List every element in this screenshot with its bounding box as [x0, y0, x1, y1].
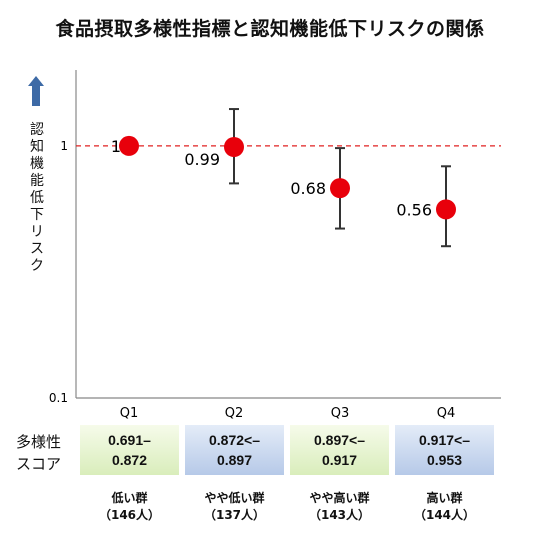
score-row-label-line1: 多様性 [16, 433, 62, 451]
score-range-q3: 0.897<– 0.917 [290, 425, 389, 475]
score-range-q2: 0.872<– 0.897 [185, 425, 284, 475]
x-tick-label-q4: Q4 [437, 406, 456, 420]
score-range-q1-to: 0.872 [111, 452, 148, 468]
score-range-q4-from: 0.917<– [419, 432, 470, 448]
group-name-q1: 低い群 [111, 491, 148, 505]
group-name-q4: 高い群 [426, 491, 463, 505]
chart-title: 食品摂取多様性指標と認知機能低下リスクの関係 [55, 18, 485, 40]
group-label-q4: 高い群 （144人） [395, 490, 494, 524]
group-label-q1: 低い群 （146人） [80, 490, 179, 524]
data-label-q2: 0.99 [184, 150, 220, 169]
y-tick-label-1: 0.1 [49, 391, 68, 405]
score-range-q2-to: 0.897 [216, 452, 253, 468]
score-range-q1-from: 0.691– [108, 432, 151, 448]
score-range-q3-from: 0.897<– [314, 432, 365, 448]
score-range-q4-to: 0.953 [426, 452, 463, 468]
group-count-q3: （143人） [308, 508, 371, 522]
data-point-q2 [224, 136, 244, 157]
y-tick-label-0: 1 [60, 139, 68, 153]
group-name-q3: やや高い群 [309, 491, 370, 505]
score-row-label: 多様性 スコア [16, 431, 78, 475]
score-row-label-line2: スコア [16, 455, 62, 473]
group-count-q2: （137人） [203, 508, 266, 522]
score-range-q4: 0.917<– 0.953 [395, 425, 494, 475]
group-label-q2: やや低い群 （137人） [185, 490, 284, 524]
data-label-q1: 1 [111, 137, 121, 156]
group-name-q2: やや低い群 [204, 491, 265, 505]
score-range-q1: 0.691– 0.872 [80, 425, 179, 475]
x-tick-label-q1: Q1 [120, 406, 139, 420]
y-axis-title: 認知機能低下リスク [30, 122, 44, 274]
data-label-q3: 0.68 [290, 179, 326, 198]
data-label-q4: 0.56 [396, 200, 432, 219]
chart-plot: 1 0.1 Q1 Q2 Q3 Q4 1 0.99 0.68 0.56 [28, 70, 501, 420]
x-tick-label-q2: Q2 [225, 406, 244, 420]
group-count-q1: （146人） [98, 508, 161, 522]
data-point-q1 [119, 135, 139, 156]
data-point-q4 [436, 199, 456, 220]
x-tick-label-q3: Q3 [331, 406, 350, 420]
score-range-q2-from: 0.872<– [209, 432, 260, 448]
up-arrow-icon [28, 76, 44, 106]
group-count-q4: （144人） [413, 508, 476, 522]
y-axis-title-wrap: 認知機能低下リスク [22, 70, 56, 290]
group-label-q3: やや高い群 （143人） [290, 490, 389, 524]
score-range-q3-to: 0.917 [321, 452, 358, 468]
data-point-q3 [330, 178, 350, 199]
